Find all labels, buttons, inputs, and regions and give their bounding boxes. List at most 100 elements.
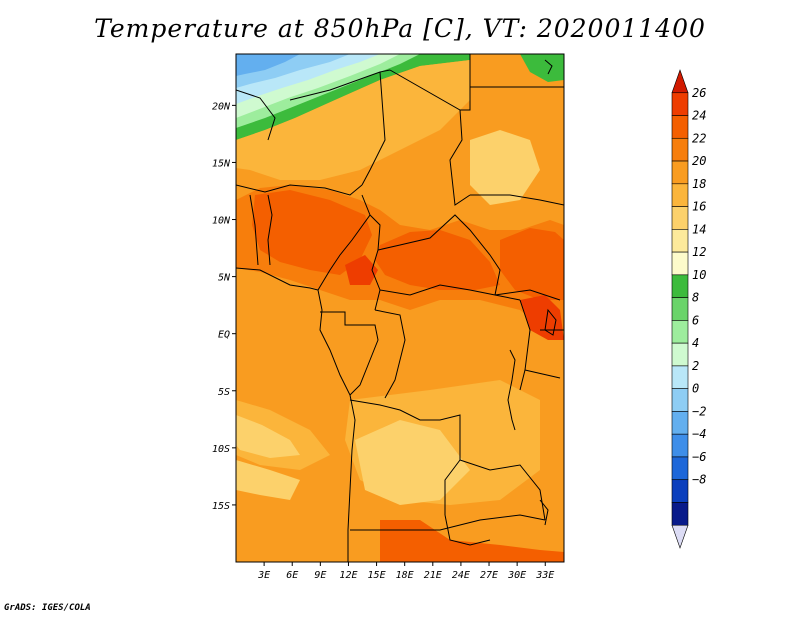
colorbar-segment bbox=[671, 92, 689, 116]
border-tanzania bbox=[524, 369, 561, 379]
border-drc-uganda-rwanda bbox=[519, 299, 531, 391]
x-tick-label-24E: 24E bbox=[452, 570, 470, 581]
colorbar-segment bbox=[671, 365, 689, 389]
colorbar-segment bbox=[671, 342, 689, 367]
x-tick-label-33E: 33E bbox=[535, 570, 554, 581]
nile-delta bbox=[544, 59, 553, 75]
field-patch-ne-16-18 bbox=[470, 130, 540, 205]
border-nigeria-cameroon bbox=[317, 194, 371, 291]
colorbar-segment bbox=[671, 456, 689, 481]
colorbar-label-8: 8 bbox=[692, 291, 699, 305]
border-angola-namibia-zambia bbox=[350, 514, 546, 531]
field-hotspot-26 bbox=[345, 255, 378, 285]
border-drc-zambia bbox=[459, 459, 546, 521]
x-tick-label-21E: 21E bbox=[424, 570, 442, 581]
colorbar-label-12: 12 bbox=[692, 245, 706, 259]
x-tick-label-3E: 3E bbox=[257, 570, 270, 581]
colorbar-top-triangle bbox=[671, 69, 689, 94]
lake-victoria bbox=[544, 308, 557, 336]
x-tick-label-9E: 9E bbox=[314, 570, 326, 581]
field-band-0-2 bbox=[236, 54, 300, 76]
border-sudan-ethiopia bbox=[470, 194, 564, 206]
field-core-west-24-26 bbox=[252, 190, 372, 275]
colorbar-segment bbox=[671, 297, 689, 321]
colorbar-label-14: 14 bbox=[692, 222, 706, 236]
x-tick-label-30E: 30E bbox=[507, 570, 526, 581]
coastline-west bbox=[236, 267, 356, 562]
x-tick-label-18E: 18E bbox=[396, 570, 414, 581]
lake-malawi bbox=[539, 499, 549, 526]
colorbar-label-4: 4 bbox=[692, 336, 699, 350]
colorbar-segment bbox=[671, 433, 689, 458]
field-band-coast-16-18 bbox=[236, 415, 300, 458]
temperature-field bbox=[236, 54, 564, 562]
colorbar-label-24: 24 bbox=[692, 109, 706, 123]
field-band-coast2-16-18 bbox=[236, 460, 300, 500]
footer-credit: GrADS: IGES/COLA bbox=[4, 603, 91, 613]
field-band-18-20 bbox=[236, 60, 470, 180]
colorbar-bottom-triangle bbox=[671, 524, 689, 549]
border-benin-nigeria bbox=[267, 194, 273, 266]
border-cameroon-chad-car bbox=[369, 214, 381, 311]
border-togo-benin bbox=[249, 194, 259, 266]
field-band-south-16-18 bbox=[355, 420, 470, 505]
colorbar-label-2: 2 bbox=[692, 359, 699, 373]
field-core-east-24-26 bbox=[500, 228, 564, 300]
colorbar-segment bbox=[671, 206, 689, 230]
y-axis: 20N 15N 10N 5N EQ 5S 10S 15S bbox=[212, 101, 236, 512]
lake-tanganyika bbox=[507, 349, 516, 431]
y-tick-label-20N: 20N bbox=[212, 101, 231, 112]
colorbar-segment bbox=[671, 160, 689, 185]
colorbar-segment bbox=[671, 183, 689, 207]
border-niger-nigeria bbox=[236, 184, 363, 196]
colorbar-segment bbox=[671, 479, 689, 503]
field-hotspot-east bbox=[520, 295, 564, 340]
chart-title: Temperature at 850hPa [C], VT: 202001140… bbox=[94, 14, 706, 43]
y-tick-label-15S: 15S bbox=[212, 501, 230, 512]
border-libya-egypt-sudan bbox=[389, 54, 471, 111]
border-car-sudan bbox=[377, 214, 501, 296]
colorbar-segment bbox=[671, 274, 689, 298]
country-boundaries bbox=[236, 54, 564, 562]
border-algeria-niger bbox=[236, 89, 276, 141]
colorbar-label-20: 20 bbox=[692, 154, 706, 168]
x-tick-label-6E: 6E bbox=[286, 570, 298, 581]
y-tick-label-EQ: EQ bbox=[218, 330, 230, 341]
colorbar-label-0: 0 bbox=[692, 382, 699, 396]
colorbar-segment bbox=[671, 137, 689, 162]
x-tick-label-12E: 12E bbox=[339, 570, 357, 581]
y-tick-label-10N: 10N bbox=[212, 216, 231, 227]
colorbar-label--2: −2 bbox=[692, 404, 706, 418]
colorbar-label-26: 26 bbox=[692, 86, 706, 100]
colorbar-label-16: 16 bbox=[692, 200, 706, 214]
border-car-drc bbox=[379, 284, 521, 301]
border-south-sudan-uganda bbox=[494, 289, 561, 301]
colorbar-label-18: 18 bbox=[692, 177, 706, 191]
x-axis: 3E 6E 9E 12E 15E 18E 21E 24E 27E 30E 33E bbox=[257, 562, 554, 581]
border-congo-drc bbox=[374, 309, 406, 399]
border-angola-drc bbox=[349, 399, 461, 515]
colorbar-label-6: 6 bbox=[692, 313, 699, 327]
colorbar-label--8: −8 bbox=[692, 473, 706, 487]
y-tick-label-5S: 5S bbox=[218, 387, 230, 398]
colorbar-segment bbox=[671, 229, 689, 253]
field-patch-ne-12-14 bbox=[520, 54, 564, 82]
colorbar-label--4: −4 bbox=[692, 427, 706, 441]
border-algeria-libya bbox=[289, 69, 391, 101]
colorbar-segment bbox=[671, 320, 689, 344]
colorbar-segment bbox=[671, 115, 689, 139]
border-niger-chad bbox=[361, 71, 386, 186]
border-gabon-congo bbox=[320, 311, 379, 396]
map-frame bbox=[235, 53, 565, 563]
y-tick-label-10S: 10S bbox=[212, 444, 230, 455]
colorbar-label--6: −6 bbox=[692, 450, 706, 464]
border-zambia-south bbox=[444, 514, 491, 546]
colorbar-segment bbox=[671, 251, 689, 276]
colorbar-segment bbox=[671, 502, 689, 526]
x-tick-label-15E: 15E bbox=[368, 570, 386, 581]
colorbar-label-22: 22 bbox=[692, 131, 706, 145]
y-tick-label-15N: 15N bbox=[212, 158, 231, 169]
colorbar-segment bbox=[671, 411, 689, 435]
